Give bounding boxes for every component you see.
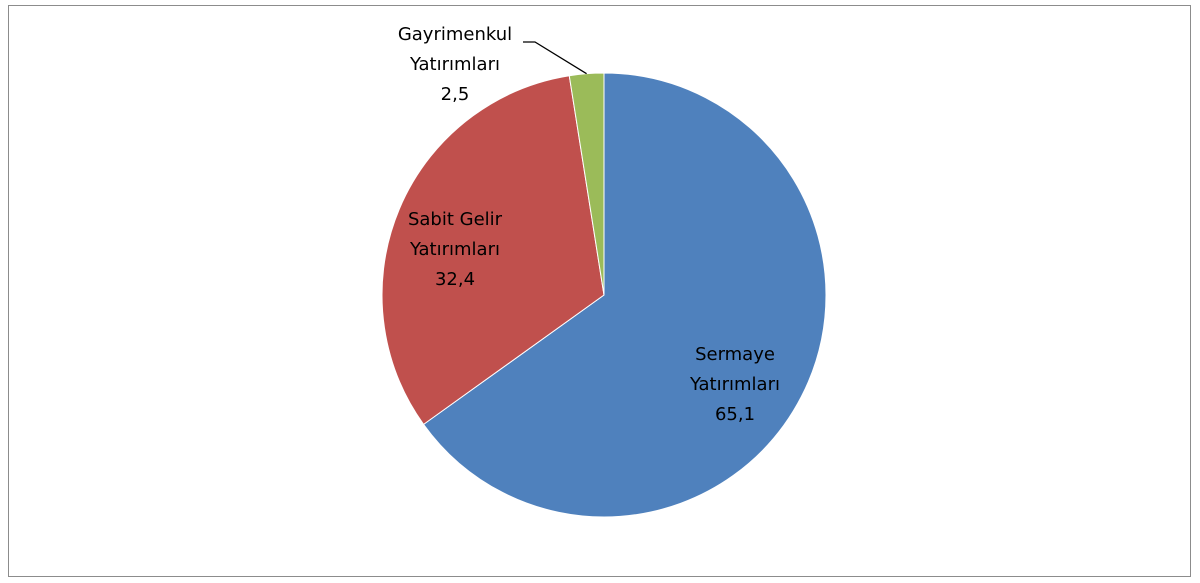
pie-slice [381, 75, 605, 426]
slice-label: Sermaye Yatırımları 65,1 [665, 340, 805, 430]
value-label: 2,5 [440, 84, 470, 105]
value-label: 32,4 [434, 269, 476, 290]
category-label: Sermaye Yatırımları [690, 344, 780, 395]
pie-slice [422, 72, 827, 518]
pie-slice [568, 72, 605, 296]
category-label: Sabit Gelir Yatırımları [407, 209, 503, 260]
value-label: 65,1 [714, 404, 756, 425]
slice-label: Sabit Gelir Yatırımları 32,4 [385, 205, 525, 295]
leader-line [523, 41, 587, 75]
chart-border [8, 5, 1191, 577]
slice-label: Gayrimenkul Yatırımları 2,5 [385, 20, 525, 110]
category-label: Gayrimenkul Yatırımları [397, 24, 513, 75]
